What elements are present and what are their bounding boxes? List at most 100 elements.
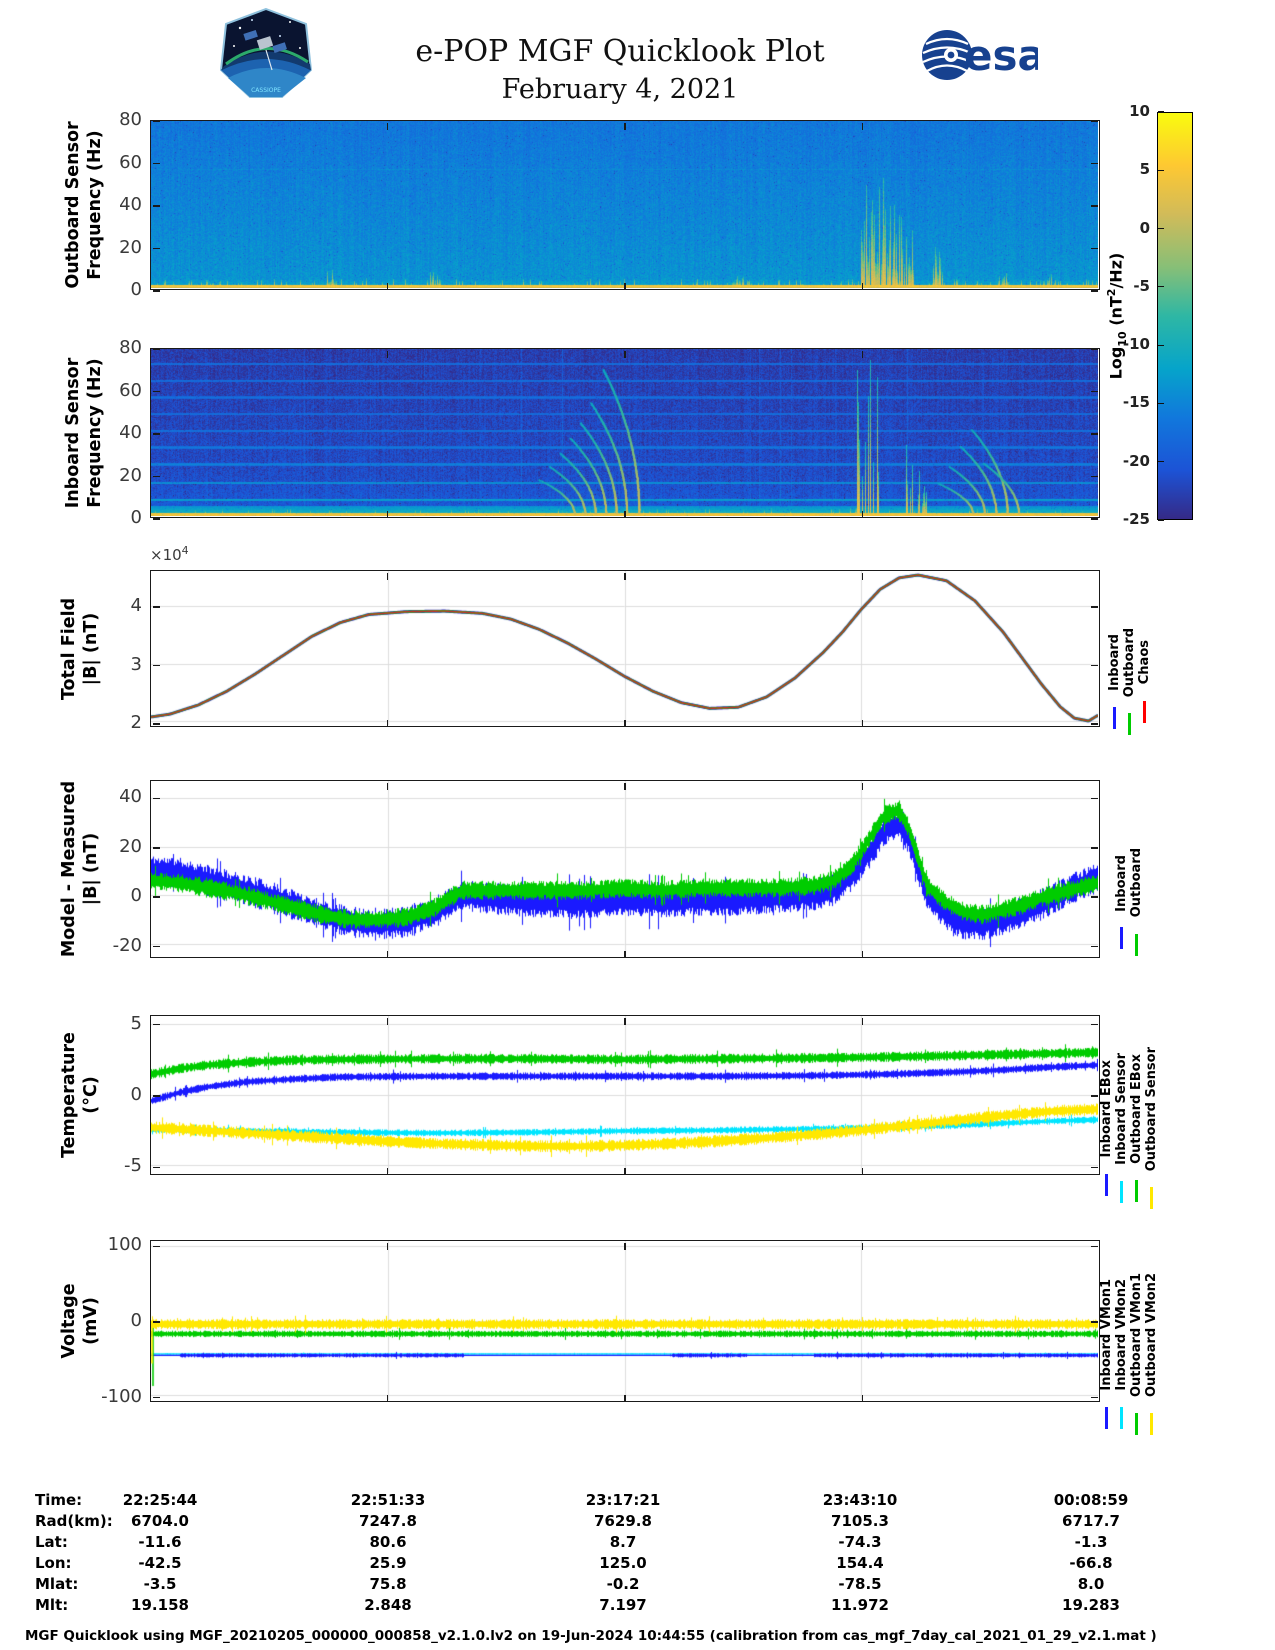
colorbar-tick-label: -20	[1122, 451, 1150, 470]
legend-color-marker	[1120, 1180, 1123, 1203]
table-cell: 23:17:21	[585, 1491, 661, 1509]
y-tick-label: 0	[130, 507, 142, 528]
esa-logo: esa	[920, 26, 1046, 88]
y-tick-label: 80	[119, 109, 142, 130]
y-tick-mark	[152, 1396, 160, 1399]
patch-caption: CASSIOPE	[251, 87, 281, 94]
y-axis-label-outboard-spec: Outboard Sensor Frequency (Hz)	[63, 121, 105, 289]
legend-label: Outboard	[1129, 848, 1144, 918]
legend-total-field: Inboard Outboard Chaos	[1100, 570, 1158, 793]
panel-temperature	[150, 1015, 1100, 1175]
table-row-label: Mlat:	[35, 1574, 79, 1593]
table-cell: -11.6	[138, 1532, 182, 1551]
colorbar-tick-mark	[1158, 227, 1164, 230]
legend-item: Outboard	[1122, 628, 1137, 736]
legend-item: Outboard VMon2	[1144, 1273, 1159, 1435]
table-cell: 25.9	[369, 1553, 407, 1572]
legend-item: Inboard VMon2	[1114, 1279, 1129, 1429]
y-tick-label: 5	[130, 1012, 142, 1034]
y-tick-label: 4	[130, 595, 142, 617]
table-cell: -1.3	[1074, 1532, 1108, 1551]
table-cell: -66.8	[1069, 1553, 1113, 1572]
y-tick-mark	[1091, 945, 1098, 948]
x-tick-mark	[386, 282, 388, 290]
legend-label: Outboard Sensor	[1144, 1046, 1159, 1172]
y-tick-label: -20	[112, 934, 142, 956]
y-tick-mark	[1091, 1245, 1098, 1248]
table-row-label: Lat:	[35, 1532, 68, 1551]
y-tick-mark	[152, 205, 160, 207]
table-row-label: Lon:	[35, 1553, 72, 1572]
x-tick-mark	[624, 572, 626, 580]
legend-color-marker	[1135, 933, 1138, 956]
legend-color-marker	[1112, 706, 1116, 729]
table-cell: 154.4	[836, 1553, 884, 1572]
x-tick-mark	[624, 1167, 626, 1175]
x-tick-mark	[861, 510, 863, 518]
temperature-canvas	[151, 1016, 1098, 1173]
page-title: e-POP MGF Quicklook Plot	[415, 34, 825, 69]
y-tick-mark	[152, 162, 160, 165]
colorbar-tick-mark	[1158, 519, 1164, 521]
x-tick-mark	[624, 350, 626, 358]
voltage-canvas	[151, 1241, 1098, 1400]
y-tick-mark	[1091, 1396, 1098, 1399]
y-tick-mark	[152, 723, 160, 725]
legend-color-marker	[1150, 1413, 1153, 1435]
y-tick-mark	[152, 1023, 160, 1026]
y-tick-mark	[1091, 1321, 1098, 1323]
table-cell: 8.0	[1077, 1574, 1105, 1593]
x-tick-mark	[386, 950, 388, 958]
colorbar-tick-label: -5	[1133, 276, 1150, 295]
legend-color-marker	[1150, 1187, 1153, 1210]
y-tick-mark	[1091, 723, 1098, 725]
y-tick-mark	[152, 606, 160, 608]
legend-item: Inboard EBox	[1099, 1060, 1114, 1196]
legend-color-marker	[1127, 713, 1131, 736]
legend-color-marker	[1120, 927, 1123, 950]
x-tick-mark	[624, 282, 626, 290]
table-row-label: Time:	[35, 1491, 83, 1509]
y-tick-mark	[1091, 348, 1098, 350]
y-tick-mark	[152, 518, 160, 520]
table-cell: 80.6	[369, 1532, 407, 1551]
legend-color-marker	[1135, 1179, 1138, 1202]
table-cell: 22:51:33	[350, 1491, 426, 1509]
y-tick-mark	[1091, 290, 1098, 292]
inboard-spec-canvas	[151, 349, 1098, 516]
footer-caption: MGF Quicklook using MGF_20210205_000000_…	[25, 1628, 1157, 1644]
y-tick-mark	[152, 1321, 160, 1323]
y-tick-label: 100	[107, 1234, 142, 1256]
y-tick-label: 40	[119, 194, 142, 215]
y-tick-mark	[1091, 390, 1098, 393]
y-tick-label: 0	[130, 1084, 142, 1105]
table-cell: -3.5	[143, 1574, 177, 1593]
y-tick-label: 0	[130, 885, 142, 907]
colorbar-tick-label: -25	[1122, 510, 1150, 528]
y-tick-label: 40	[119, 422, 142, 443]
table-cell: -0.2	[606, 1574, 640, 1593]
legend-item: Outboard Sensor	[1144, 1046, 1159, 1210]
colorbar-tick-mark	[1158, 344, 1164, 346]
legend-label: Inboard	[1114, 854, 1129, 912]
x-tick-mark	[386, 572, 388, 580]
legend-item: Outboard EBox	[1129, 1054, 1144, 1202]
y-tick-mark	[1091, 896, 1098, 898]
y-axis-label-inboard-spec: Inboard Sensor Frequency (Hz)	[63, 357, 105, 509]
y-tick-mark	[152, 1166, 160, 1169]
y-tick-label: 20	[119, 464, 142, 486]
x-tick-mark	[861, 719, 863, 727]
x-tick-mark	[386, 1242, 388, 1250]
table-cell: -74.3	[838, 1532, 882, 1551]
legend-color-marker	[1135, 1413, 1138, 1435]
y-tick-mark	[1091, 664, 1098, 667]
model-measured-canvas	[151, 781, 1098, 956]
table-row-label: Mlt:	[35, 1595, 69, 1614]
x-tick-mark	[861, 1167, 863, 1175]
y-axis-label-model-measured: Model - Measured |B| (nT)	[59, 780, 101, 958]
outboard-spec-canvas	[151, 121, 1098, 288]
colorbar	[1157, 112, 1193, 520]
date-subtitle: February 4, 2021	[501, 74, 739, 105]
colorbar-tick-label: 5	[1139, 160, 1150, 179]
table-cell: 22:25:44	[122, 1491, 198, 1509]
